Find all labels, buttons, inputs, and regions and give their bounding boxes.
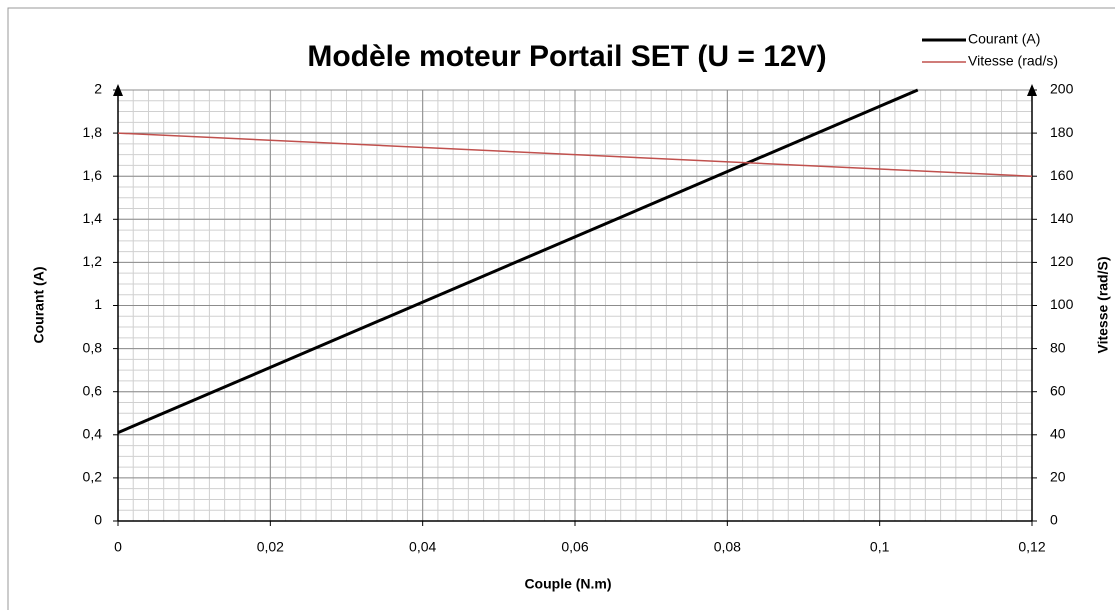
y2-axis-label: Vitesse (rad/S) bbox=[1095, 256, 1111, 353]
y2-tick-label: 100 bbox=[1050, 296, 1074, 312]
y2-tick-label: 20 bbox=[1050, 469, 1066, 485]
y2-tick-label: 180 bbox=[1050, 124, 1074, 140]
chart-border bbox=[7, 7, 1115, 610]
y-tick-label: 1,6 bbox=[83, 167, 103, 183]
y2-tick-label: 80 bbox=[1050, 339, 1066, 355]
y-tick-label: 0,8 bbox=[83, 339, 103, 355]
y-tick-label: 2 bbox=[94, 81, 102, 97]
y-tick-label: 0,6 bbox=[83, 382, 103, 398]
y2-tick-label: 140 bbox=[1050, 210, 1074, 226]
y-tick-label: 0 bbox=[94, 512, 102, 528]
y-axis-arrow bbox=[113, 84, 123, 96]
y2-tick-label: 60 bbox=[1050, 382, 1066, 398]
grid bbox=[117, 89, 1033, 522]
y2-tick-label: 0 bbox=[1050, 512, 1058, 528]
x-tick-label: 0,1 bbox=[870, 539, 890, 555]
y-tick-label: 1,8 bbox=[83, 124, 103, 140]
y2-axis-arrow bbox=[1027, 84, 1037, 96]
y2-tick-label: 160 bbox=[1050, 167, 1074, 183]
series-line bbox=[117, 88, 919, 435]
chart-title: Modèle moteur Portail SET (U = 12V) bbox=[307, 40, 826, 73]
y-tick-label: 0,2 bbox=[83, 469, 103, 485]
y-tick-label: 1,4 bbox=[83, 210, 103, 226]
x-tick-label: 0,02 bbox=[257, 539, 284, 555]
y2-tick-label: 40 bbox=[1050, 426, 1066, 442]
x-tick-label: 0,08 bbox=[714, 539, 741, 555]
legend-label: Courant (A) bbox=[968, 31, 1040, 47]
legend-label: Vitesse (rad/s) bbox=[968, 53, 1058, 69]
y-tick-label: 1,2 bbox=[83, 253, 103, 269]
y2-tick-label: 200 bbox=[1050, 81, 1074, 97]
series-line bbox=[117, 132, 1033, 177]
x-tick-label: 0,04 bbox=[409, 539, 436, 555]
y2-tick-label: 120 bbox=[1050, 253, 1074, 269]
y-axis-label: Courant (A) bbox=[31, 267, 47, 344]
y-tick-label: 0,4 bbox=[83, 426, 103, 442]
x-tick-label: 0,12 bbox=[1018, 539, 1045, 555]
x-axis-label: Couple (N.m) bbox=[524, 576, 611, 592]
x-tick-label: 0 bbox=[114, 539, 122, 555]
x-tick-label: 0,06 bbox=[561, 539, 588, 555]
y-tick-label: 1 bbox=[94, 296, 102, 312]
